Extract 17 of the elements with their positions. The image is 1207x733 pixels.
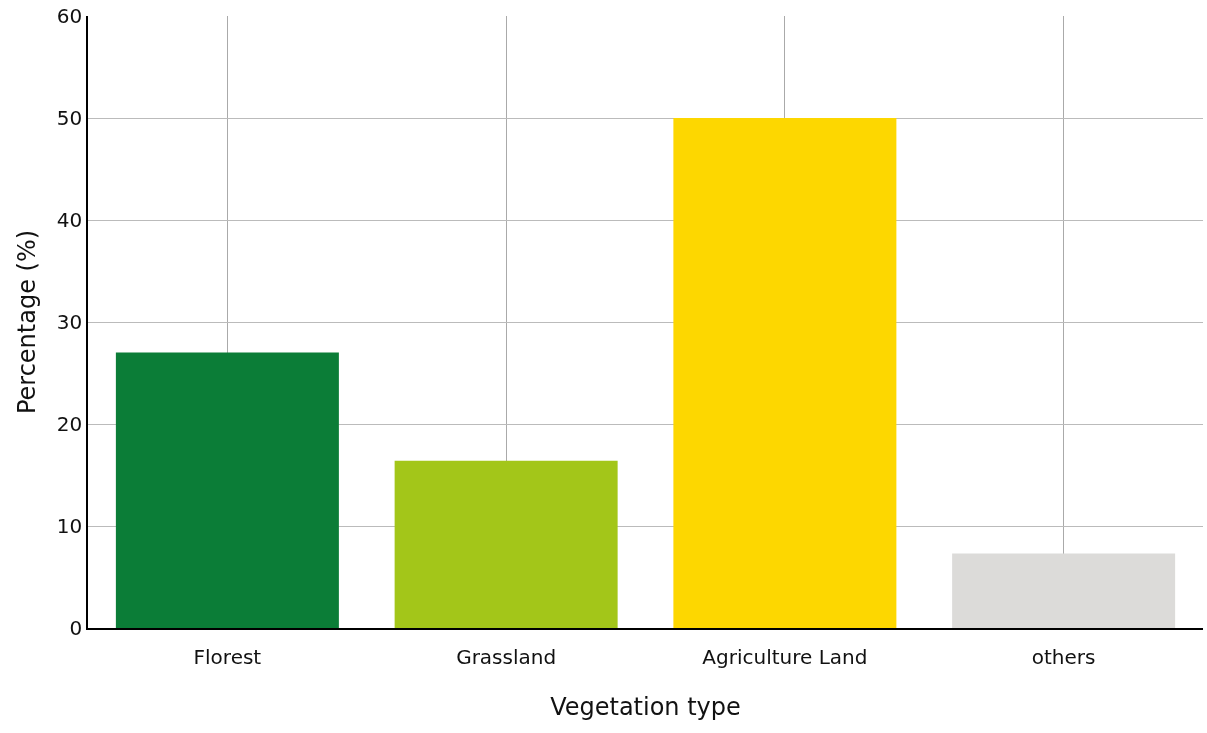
- x-tick-label: others: [1031, 644, 1096, 669]
- y-tick-label: 10: [56, 514, 83, 538]
- bar: [115, 352, 339, 628]
- y-tick-label: 50: [56, 106, 83, 130]
- x-tick-label: Agriculture Land: [702, 644, 868, 669]
- x-tick-label: Florest: [193, 644, 262, 669]
- x-tick-label: Grassland: [456, 644, 557, 669]
- y-axis-title: Percentage (%): [13, 229, 42, 415]
- y-tick-label: 20: [56, 412, 83, 436]
- bar: [394, 460, 618, 628]
- bar: [952, 553, 1176, 628]
- y-tick-label: 30: [56, 310, 83, 334]
- y-tick-label: 60: [56, 4, 83, 28]
- y-tick-label: 0: [69, 616, 83, 640]
- x-axis-title: Vegetation type: [550, 692, 741, 721]
- bar: [673, 118, 897, 628]
- y-tick-label: 40: [56, 208, 83, 232]
